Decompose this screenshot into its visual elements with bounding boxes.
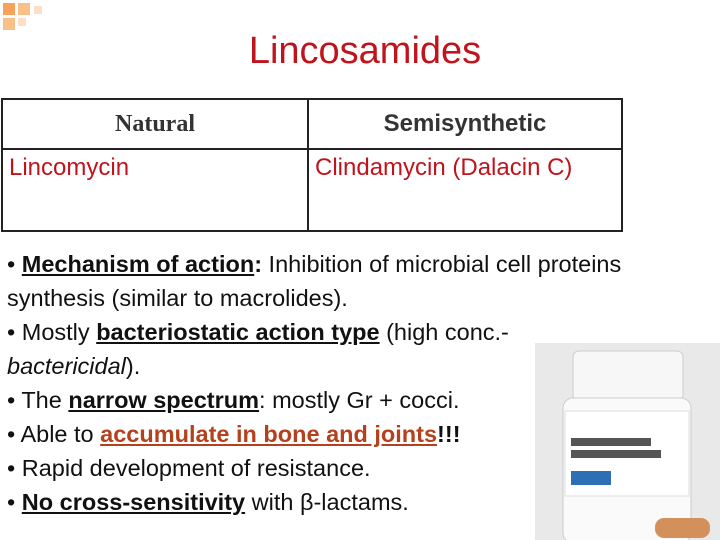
text-run: (high conc.- <box>379 319 509 345</box>
text-run: • Able to <box>7 421 101 447</box>
text-run: : <box>254 251 263 277</box>
text-run: Mechanism of action <box>21 251 255 277</box>
bullet: • Able to accumulate in bone and joints!… <box>7 417 647 451</box>
text-run: • The <box>7 387 69 413</box>
slide-title: Lincosamides <box>248 30 482 72</box>
text-run: ). <box>125 353 141 379</box>
text-run: accumulate in bone and joints <box>100 421 438 447</box>
text-run: with β-lactams. <box>245 489 409 515</box>
text-run: narrow spectrum <box>68 387 260 413</box>
bullet: • Mostly bacteriostatic action type (hig… <box>7 315 647 383</box>
bullet: • No cross-sensitivity with β-lactams. <box>7 485 647 519</box>
text-run: • Rapid development of resistance. <box>7 455 371 481</box>
bullet: • Mechanism of action: Inhibition of mic… <box>7 247 647 315</box>
text-run: bactericidal <box>7 353 126 379</box>
table-cell: Clindamycin (Dalacin C) <box>307 148 623 232</box>
text-run: • Mostly <box>7 319 97 345</box>
bullet: • The narrow spectrum: mostly Gr + cocci… <box>7 383 647 417</box>
decoration <box>3 3 42 30</box>
text-run: No cross-sensitivity <box>21 489 246 515</box>
bullet-list: • Mechanism of action: Inhibition of mic… <box>7 247 647 519</box>
text-run: !!! <box>437 421 461 447</box>
text-run: : mostly Gr + cocci. <box>259 387 460 413</box>
text-run: bacteriostatic action type <box>96 319 380 345</box>
text-run: • <box>7 489 22 515</box>
table-header: Semisynthetic <box>307 98 623 150</box>
table: Natural Semisynthetic Lincomycin Clindam… <box>1 98 623 232</box>
bullet: • Rapid development of resistance. <box>7 451 647 485</box>
drug-bottle-photo <box>535 343 720 540</box>
text-run: Inhibition of microbial cell proteins sy… <box>7 251 622 311</box>
table-cell: Lincomycin <box>1 148 309 232</box>
text-run: • <box>7 251 22 277</box>
table-header: Natural <box>1 98 309 150</box>
